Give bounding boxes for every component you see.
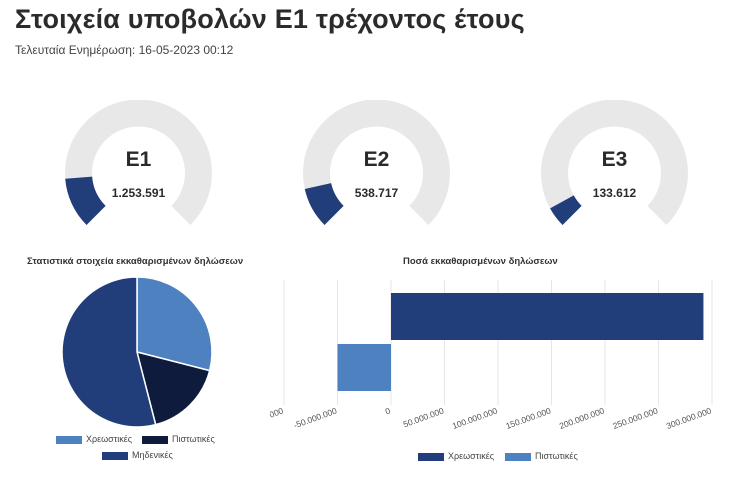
last-update-text: Τελευταία Ενημέρωση: 16-05-2023 00:12 xyxy=(15,43,234,57)
pie-legend-label-credit: Πιστωτικές xyxy=(172,434,215,444)
gauge-e3-value: 133.612 xyxy=(592,186,637,200)
gauge-e2-label: Ε2 xyxy=(363,148,390,171)
bar-x-tick-label: 50.000.000 xyxy=(402,405,446,429)
bar-x-tick-label: 300.000.000 xyxy=(665,405,713,431)
pie-legend-item-zero[interactable]: Μηδενικές xyxy=(102,450,173,460)
pie-slice-0[interactable] xyxy=(136,276,213,372)
bar-x-tick-label: 200.000.000 xyxy=(558,405,606,431)
pie-legend-swatch-debit xyxy=(56,435,82,444)
gauge-e1-label: Ε1 xyxy=(125,148,152,171)
pie-legend-item-debit[interactable]: Χρεωστικές xyxy=(56,434,132,444)
gauge-e1-ring xyxy=(65,100,212,225)
bar-x-tick-label: -100.000.000 xyxy=(270,405,285,432)
bar-x-tick-label: -50.000.000 xyxy=(292,405,338,430)
bar-x-tick-label: 0 xyxy=(384,405,392,416)
gauge-e2-ring xyxy=(303,100,450,225)
pie-chart-title: Στατιστικά στοιχεία εκκαθαρισμένων δηλώσ… xyxy=(27,256,244,267)
pie-slice-1[interactable] xyxy=(135,350,211,426)
pie-legend-swatch-zero xyxy=(102,451,128,460)
pie-legend-swatch-credit xyxy=(142,435,168,444)
gauge-e3-ring xyxy=(541,100,688,225)
pie-legend-label-debit: Χρεωστικές xyxy=(86,434,133,444)
bar-legend-label-debit: Χρεωστικές xyxy=(448,451,495,461)
bar-chart: -100.000.000 -50.000.000 0 50.000.000 100.00… xyxy=(270,280,713,432)
bar-legend-swatch-credit xyxy=(505,452,531,461)
bar-legend-item-credit[interactable]: Πιστωτικές xyxy=(505,451,578,461)
bar-legend-label-credit: Πιστωτικές xyxy=(535,451,578,461)
bar-x-tick-label: 100.000.000 xyxy=(451,405,499,431)
bar-legend-item-debit[interactable]: Χρεωστικές xyxy=(418,451,494,461)
gauge-e2: Ε2 538.717 xyxy=(299,100,454,250)
bar-chart-title: Ποσά εκκαθαρισμένων δηλώσεων xyxy=(403,256,558,267)
page-title: Στοιχεία υποβολών Ε1 τρέχοντος έτους xyxy=(15,4,525,34)
pie-legend-item-credit[interactable]: Πιστωτικές xyxy=(142,434,215,444)
bar-x-tick-label: 250.000.000 xyxy=(611,405,659,431)
bar-1[interactable] xyxy=(337,344,392,391)
gauge-e1-value: 1.253.591 xyxy=(111,186,166,200)
gauge-e3-label: Ε3 xyxy=(601,148,628,171)
gauge-e2-value: 538.717 xyxy=(354,186,399,200)
pie-chart xyxy=(61,276,213,428)
pie-legend-label-zero: Μηδενικές xyxy=(132,450,173,460)
bar-x-tick-label: 150.000.000 xyxy=(504,405,552,431)
bar-legend-swatch-debit xyxy=(418,452,444,461)
bar-0[interactable] xyxy=(391,293,704,340)
pie-slice-2[interactable] xyxy=(61,276,157,428)
gauge-e3: Ε3 133.612 xyxy=(537,100,692,250)
gauge-e1: Ε1 1.253.591 xyxy=(61,100,216,250)
